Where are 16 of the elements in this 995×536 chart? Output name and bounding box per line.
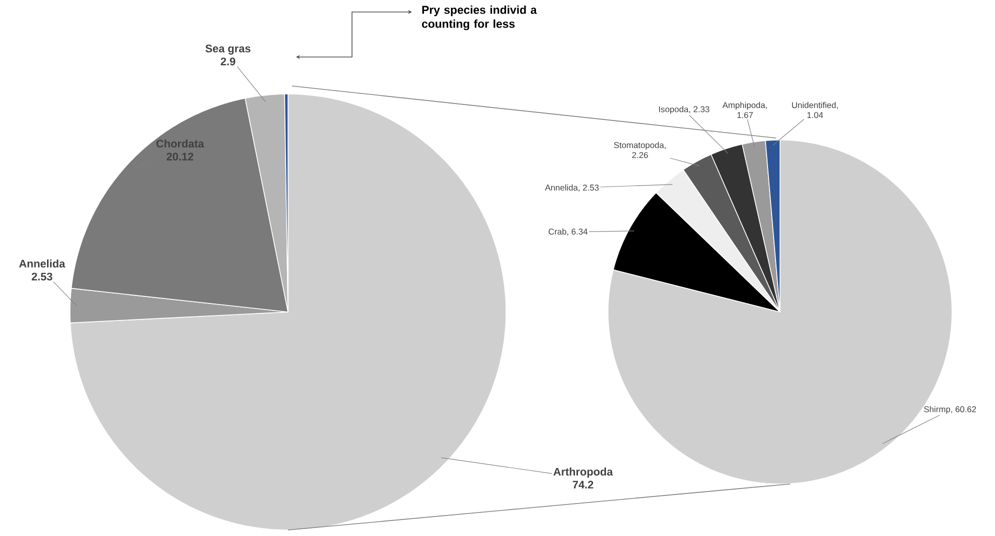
data-label: Crab, 6.34 — [548, 228, 588, 236]
data-label: Annelida, 2.53 — [544, 184, 599, 192]
data-label: 20.12 — [166, 152, 194, 160]
data-label: 74.2 — [572, 480, 594, 488]
data-label: Shirmp, 60.62 — [924, 406, 976, 414]
data-label: Stomatopoda, 2.26 — [614, 142, 666, 158]
slice-label: Chordata — [156, 139, 204, 148]
data-label: Unidentified, 1.04 — [792, 102, 838, 118]
slice-label: Arthropoda — [553, 468, 613, 478]
data-label: Isopoda, 2.33 — [659, 106, 710, 114]
text: Pry species individ a counting for less — [422, 6, 537, 30]
slice-label: Annelida — [19, 259, 66, 268]
slice-label: Sea gras — [205, 44, 250, 55]
data-label: 2.53 — [32, 272, 52, 280]
data-label: Amphipoda, 1.67 — [722, 102, 767, 118]
data-label: 2.9 — [220, 58, 236, 66]
